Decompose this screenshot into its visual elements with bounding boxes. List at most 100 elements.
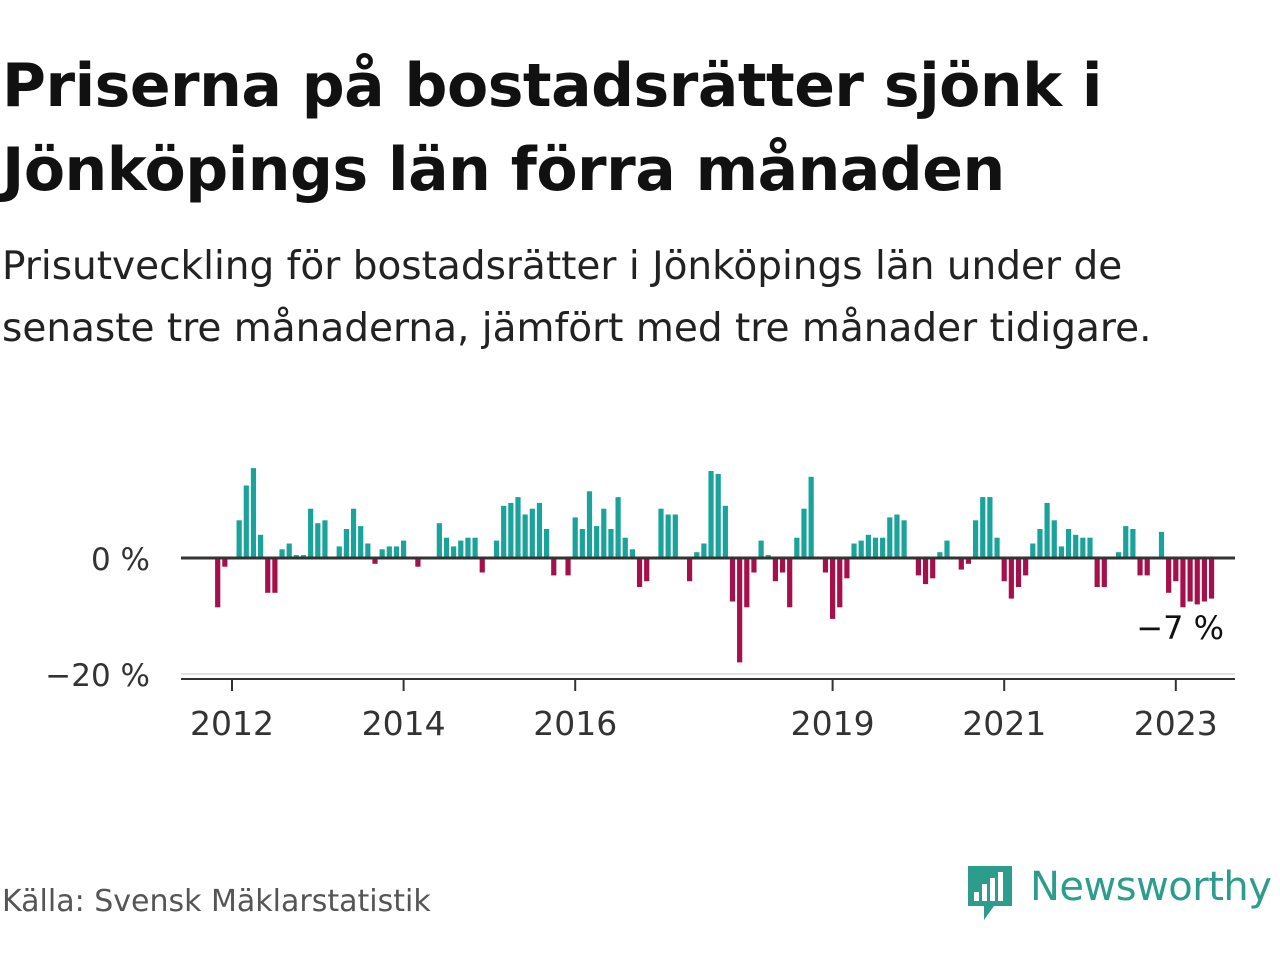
bar [250, 468, 257, 558]
bar [901, 520, 907, 558]
bar [729, 558, 736, 602]
bar [708, 471, 714, 558]
bar [1001, 558, 1007, 582]
x-tick-label: 2012 [190, 704, 274, 743]
bar [665, 514, 671, 558]
bar [715, 473, 721, 558]
bar [258, 534, 264, 558]
bar [322, 520, 328, 558]
bar [1201, 558, 1207, 602]
bar [987, 497, 993, 558]
bar [779, 558, 786, 573]
bar [1144, 558, 1150, 576]
bar [315, 523, 321, 558]
bar [1051, 520, 1057, 558]
bar [787, 558, 793, 608]
bar [465, 537, 471, 558]
bar [529, 508, 535, 558]
bar [458, 540, 464, 558]
bar [1187, 558, 1193, 602]
x-tick-label: 2019 [791, 704, 875, 743]
bar [629, 549, 635, 558]
end-value-label: −7 % [1136, 609, 1224, 647]
bar [1008, 558, 1014, 599]
bar [837, 558, 843, 608]
bar [358, 526, 364, 558]
bar [443, 537, 450, 558]
bar [694, 552, 700, 558]
bar [551, 558, 557, 576]
bar [393, 546, 400, 558]
bar [672, 514, 678, 558]
bar [522, 514, 528, 558]
bar [501, 505, 507, 558]
bar [1037, 529, 1043, 558]
y-tick-label: 0 % [91, 542, 150, 578]
bar [386, 546, 392, 558]
bar [622, 537, 628, 558]
bar [915, 558, 921, 576]
bar [801, 508, 807, 558]
bar [737, 558, 743, 663]
bar [1065, 529, 1072, 558]
bar [493, 540, 500, 558]
bar [636, 558, 643, 587]
bar [1137, 558, 1143, 576]
bar [851, 543, 857, 558]
bar [265, 558, 271, 593]
bar [1023, 558, 1029, 576]
bar [350, 508, 357, 558]
bar [544, 529, 550, 558]
bar [1123, 526, 1129, 558]
bar [701, 543, 707, 558]
bar [1208, 558, 1215, 599]
bar [880, 537, 886, 558]
chart-axes [181, 556, 1235, 691]
bar [644, 558, 650, 582]
chart-title: Priserna på bostadsrätter sjönk i Jönköp… [2, 51, 1102, 205]
x-tick-label: 2016 [533, 704, 617, 743]
bar [994, 537, 1000, 558]
bar [751, 558, 757, 573]
bar [1158, 531, 1165, 558]
bar [1058, 546, 1064, 558]
bar [572, 517, 578, 558]
brand-name: Newsworthy [1030, 864, 1272, 910]
brand[interactable]: Newsworthy [964, 862, 1272, 926]
bar [1030, 543, 1036, 558]
bar [1080, 537, 1086, 558]
bar [579, 529, 585, 558]
newsworthy-logo-icon [968, 866, 1012, 920]
bar [722, 505, 728, 558]
bar [415, 558, 421, 567]
bar [472, 537, 478, 558]
bar [1130, 529, 1136, 558]
bar [243, 485, 249, 558]
bar [1015, 558, 1022, 587]
bar [279, 549, 285, 558]
bar [794, 537, 800, 558]
bar [937, 552, 943, 558]
chart-subtitle: Prisutveckling för bostadsrätter i Jönkö… [2, 244, 1152, 351]
chart-bars [215, 468, 1215, 663]
bar [536, 502, 543, 558]
bar [594, 526, 600, 558]
bar [308, 508, 314, 558]
bar [272, 558, 278, 593]
bar [222, 558, 228, 567]
bar [1166, 558, 1172, 593]
bar [758, 540, 764, 558]
y-tick-label: −20 % [45, 658, 150, 694]
bar [772, 558, 778, 582]
bar [894, 514, 900, 558]
bar [451, 546, 457, 558]
bar [808, 476, 814, 558]
bar [658, 508, 664, 558]
bar [565, 558, 571, 576]
x-tick-label: 2021 [962, 704, 1046, 743]
bar [1116, 552, 1122, 558]
bar [436, 523, 442, 558]
bar [858, 540, 864, 558]
bar [1180, 558, 1186, 608]
bar [365, 543, 371, 558]
